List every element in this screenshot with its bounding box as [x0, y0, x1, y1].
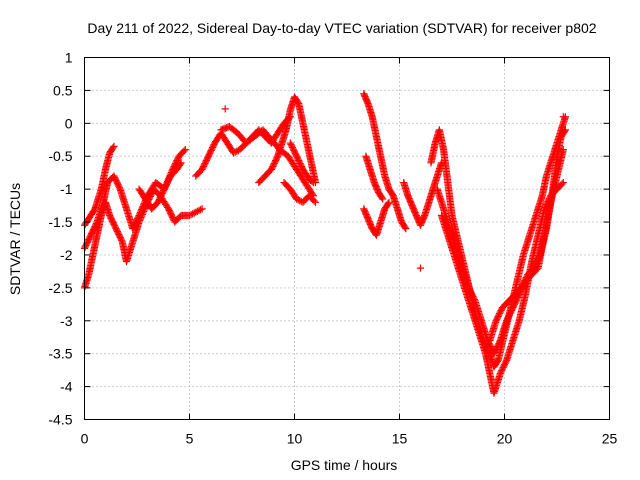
y-tick-label: -3: [60, 313, 73, 329]
data-point: [378, 194, 386, 202]
outlier-point: [221, 105, 229, 113]
y-axis-label: SDTVAR / TECUs: [7, 183, 23, 295]
x-tick-label: 20: [497, 431, 513, 447]
x-tick-label: 15: [392, 431, 408, 447]
data-point: [561, 126, 569, 134]
x-tick-label: 0: [81, 431, 89, 447]
data-point: [110, 142, 118, 150]
series-track-m: [400, 159, 446, 229]
data-marks: [80, 90, 569, 397]
x-tick-labels: 0 5 10 15 20 25: [81, 431, 618, 447]
data-point: [385, 198, 393, 206]
series-track-c: [80, 142, 118, 229]
y-tick-label: -4: [60, 379, 73, 395]
data-point: [388, 190, 396, 199]
grid: [84, 57, 610, 420]
y-tick-label: 1: [65, 50, 73, 66]
y-tick-label: 0: [65, 115, 73, 131]
y-tick-label: -2.5: [48, 280, 72, 296]
axis-ticks: [84, 57, 610, 420]
chart-title: Day 211 of 2022, Sidereal Day-to-day VTE…: [87, 20, 596, 36]
x-tick-label: 10: [287, 431, 303, 447]
y-tick-label: -4.5: [48, 412, 72, 428]
x-axis-label: GPS time / hours: [291, 457, 398, 473]
series-track-b: [80, 146, 189, 252]
data-point: [379, 195, 387, 203]
data-point: [560, 127, 569, 135]
outlier-point: [559, 113, 567, 121]
y-tick-label: -1.5: [48, 214, 72, 230]
x-tick-label: 25: [602, 431, 618, 447]
series-track-g: [255, 93, 320, 187]
outlier-point: [416, 264, 425, 272]
series-track-o: [437, 178, 567, 397]
data-point: [310, 197, 318, 205]
data-point: [558, 180, 566, 188]
data-point: [177, 159, 185, 167]
y-tick-label: -2: [60, 247, 73, 263]
data-point: [109, 144, 117, 152]
series-track-f: [217, 123, 317, 200]
data-point: [402, 225, 410, 233]
y-tick-labels: 1 0.5 0 -0.5 -1 -1.5 -2 -2.5 -3 -3.5 -4 -4.5: [48, 50, 72, 428]
series-track-i: [286, 139, 317, 187]
y-tick-label: -1: [60, 181, 73, 197]
plot-frame: [84, 57, 610, 420]
data-point: [180, 147, 188, 155]
y-tick-label: -0.5: [48, 148, 72, 164]
series-track-h: [280, 178, 320, 206]
data-point: [176, 213, 184, 221]
y-tick-label: 0.5: [53, 82, 73, 98]
data-point: [176, 160, 184, 168]
data-point: [181, 146, 189, 154]
data-point: [294, 98, 302, 106]
data-point: [401, 223, 409, 231]
data-point: [559, 178, 567, 187]
series-track-d: [135, 159, 185, 213]
data-point: [384, 200, 392, 208]
data-point: [493, 357, 501, 366]
series-track-k: [360, 198, 393, 239]
series-track-l: [362, 152, 387, 203]
data-point: [311, 198, 320, 206]
series-track-q: [486, 126, 569, 345]
data-point: [309, 178, 317, 187]
series-track-j: [360, 90, 410, 233]
x-tick-label: 5: [186, 431, 194, 447]
data-point: [198, 205, 206, 213]
y-tick-label: -3.5: [48, 346, 72, 362]
